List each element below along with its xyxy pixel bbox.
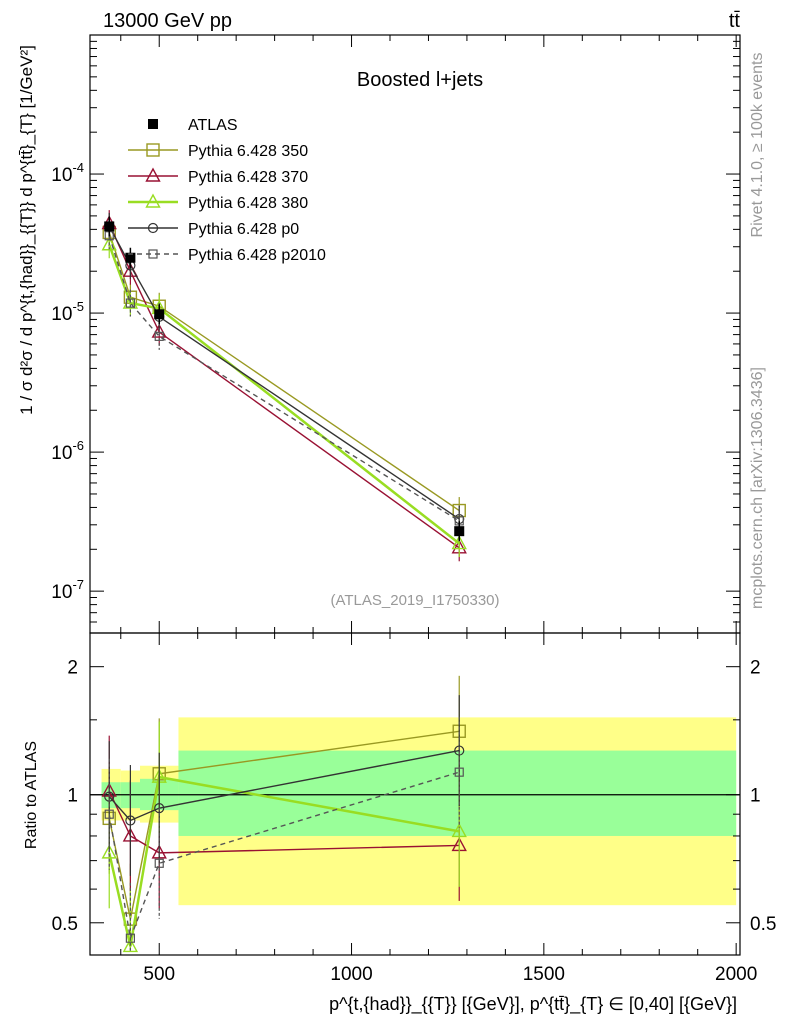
ratio-frame [89,632,741,956]
header-energy-label: 13000 GeV pp [103,10,232,32]
series-line-2 [108,244,461,545]
ratio-point-3 [454,745,465,756]
x-axis-label: p^{t,{had}}_{{T}} [{GeV}], p^{tt̄}_{T} ∈… [329,994,737,1015]
legend-marker-data [148,119,158,129]
data-point [154,309,165,320]
legend-label-data: ATLAS [188,117,238,134]
legend-marker-1 [145,167,161,182]
y-tick-label: 10-6 [51,438,84,464]
series-line-3 [108,226,460,520]
ratio-plot: 500 1000 1500 2000 0.5 0.5 1 1 2 2 [52,632,776,985]
ratio-line-4 [108,771,460,941]
legend: ATLAS Pythia 6.428 350 Pythia 6.428 370 Pyt… [128,117,326,264]
ratio-line-3 [108,749,460,822]
series-point-2 [122,294,139,309]
ratio-point-2 [451,822,467,838]
x-tick-label: 1000 [330,964,372,985]
legend-label-4: Pythia 6.428 p2010 [188,247,326,264]
legend-label-2: Pythia 6.428 380 [188,195,308,212]
series-line-0 [108,232,460,512]
ratio-line-0 [108,730,460,920]
data-point [104,221,115,232]
legend-marker-0 [146,143,160,157]
rivet-version-label: Rivet 4.1.0, ≥ 100k events [749,53,766,238]
ratio-point-4 [154,858,164,868]
x-tick-label: 500 [143,964,175,985]
analysis-id-label: (ATLAS_2019_I1750330) [330,592,499,609]
series-point-4 [125,298,135,308]
ratio-point-4 [125,933,135,943]
legend-label-0: Pythia 6.428 350 [188,143,308,160]
legend-marker-3 [147,222,159,234]
mcplots-label: mcplots.cern.ch [arXiv:1306.3436] [749,367,766,609]
legend-label-3: Pythia 6.428 p0 [188,221,299,238]
ratio-y-tick-label: 2 [67,658,78,679]
upper-plot: 10-7 10-6 10-5 10-4 ATLAS Pythia 6.428 350 Pyt… [51,34,741,634]
y-axis-label: 1 / σ d²σ / d p^{t,{had}}_{{T}} d p^{tt̄… [17,45,36,415]
ratio-point-2 [101,844,117,859]
series-point-4 [154,331,164,341]
series-point-1 [151,323,167,338]
data-point [125,252,136,263]
legend-label-1: Pythia 6.428 370 [188,169,308,186]
header-process-label: tt̄ [729,10,741,32]
ratio-point-4 [104,809,114,819]
x-tick-label: 2000 [715,964,757,985]
ratio-line-1 [108,790,460,854]
ratio-line-2 [108,775,460,947]
series-line-1 [108,223,460,549]
ratio-band-inner-3 [178,750,737,836]
ratio-point-2 [122,937,139,953]
series-point-2 [451,535,467,550]
ratio-point-4 [454,767,464,777]
ratio-y-tick-label-right: 2 [750,658,761,679]
ratio-y-axis-label: Ratio to ATLAS [23,741,40,849]
x-tick-label: 1500 [523,964,565,985]
ratio-y-tick-label-right: 0.5 [750,914,776,935]
y-tick-label: 10-5 [51,299,84,325]
legend-marker-2 [145,193,161,208]
ratio-point-3 [125,815,136,826]
y-tick-label: 10-7 [51,577,84,603]
ratio-y-tick-label-right: 1 [750,786,761,807]
ratio-point-3 [154,803,165,814]
legend-marker-4 [148,249,158,259]
series-line-4 [108,235,460,522]
y-tick-label: 10-4 [51,160,84,186]
series-point-2 [101,236,117,251]
ratio-y-tick-label: 0.5 [52,914,78,935]
plot-title: Boosted l+jets [357,69,483,91]
ratio-y-tick-label: 1 [67,786,78,807]
data-point [454,526,465,537]
